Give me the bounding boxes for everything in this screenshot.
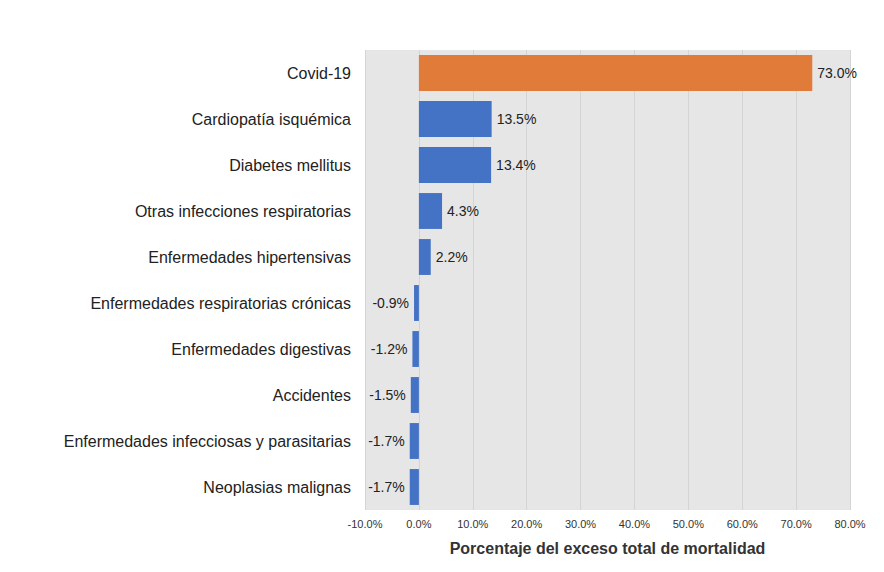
svg-text:60.0%: 60.0% (727, 518, 758, 530)
svg-text:2.2%: 2.2% (436, 249, 468, 265)
svg-text:73.0%: 73.0% (817, 65, 857, 81)
svg-text:13.4%: 13.4% (496, 157, 536, 173)
svg-text:Covid-19: Covid-19 (287, 65, 351, 82)
svg-text:20.0%: 20.0% (511, 518, 542, 530)
svg-text:-1.7%: -1.7% (368, 433, 405, 449)
svg-text:80.0%: 80.0% (834, 518, 865, 530)
svg-text:-0.9%: -0.9% (372, 295, 409, 311)
svg-text:0.0%: 0.0% (406, 518, 431, 530)
svg-text:40.0%: 40.0% (619, 518, 650, 530)
svg-text:Cardiopatía isquémica: Cardiopatía isquémica (192, 111, 351, 128)
svg-text:-10.0%: -10.0% (348, 518, 383, 530)
svg-text:Enfermedades digestivas: Enfermedades digestivas (171, 341, 351, 358)
svg-text:4.3%: 4.3% (447, 203, 479, 219)
svg-text:30.0%: 30.0% (565, 518, 596, 530)
svg-text:Accidentes: Accidentes (273, 387, 351, 404)
svg-text:10.0%: 10.0% (457, 518, 488, 530)
svg-text:Enfermedades respiratorias cró: Enfermedades respiratorias crónicas (90, 295, 351, 312)
svg-text:Enfermedades infecciosas y par: Enfermedades infecciosas y parasitarias (64, 433, 351, 450)
svg-text:-1.2%: -1.2% (371, 341, 408, 357)
svg-text:13.5%: 13.5% (497, 111, 537, 127)
svg-text:Enfermedades hipertensivas: Enfermedades hipertensivas (148, 249, 351, 266)
svg-text:Porcentaje del exceso total de: Porcentaje del exceso total de mortalida… (450, 540, 766, 557)
svg-text:Otras infecciones respiratoria: Otras infecciones respiratorias (135, 203, 351, 220)
svg-text:-1.7%: -1.7% (368, 479, 405, 495)
svg-text:50.0%: 50.0% (673, 518, 704, 530)
svg-text:70.0%: 70.0% (781, 518, 812, 530)
svg-text:Diabetes mellitus: Diabetes mellitus (229, 157, 351, 174)
svg-text:-1.5%: -1.5% (369, 387, 406, 403)
svg-text:Neoplasias malignas: Neoplasias malignas (203, 479, 351, 496)
